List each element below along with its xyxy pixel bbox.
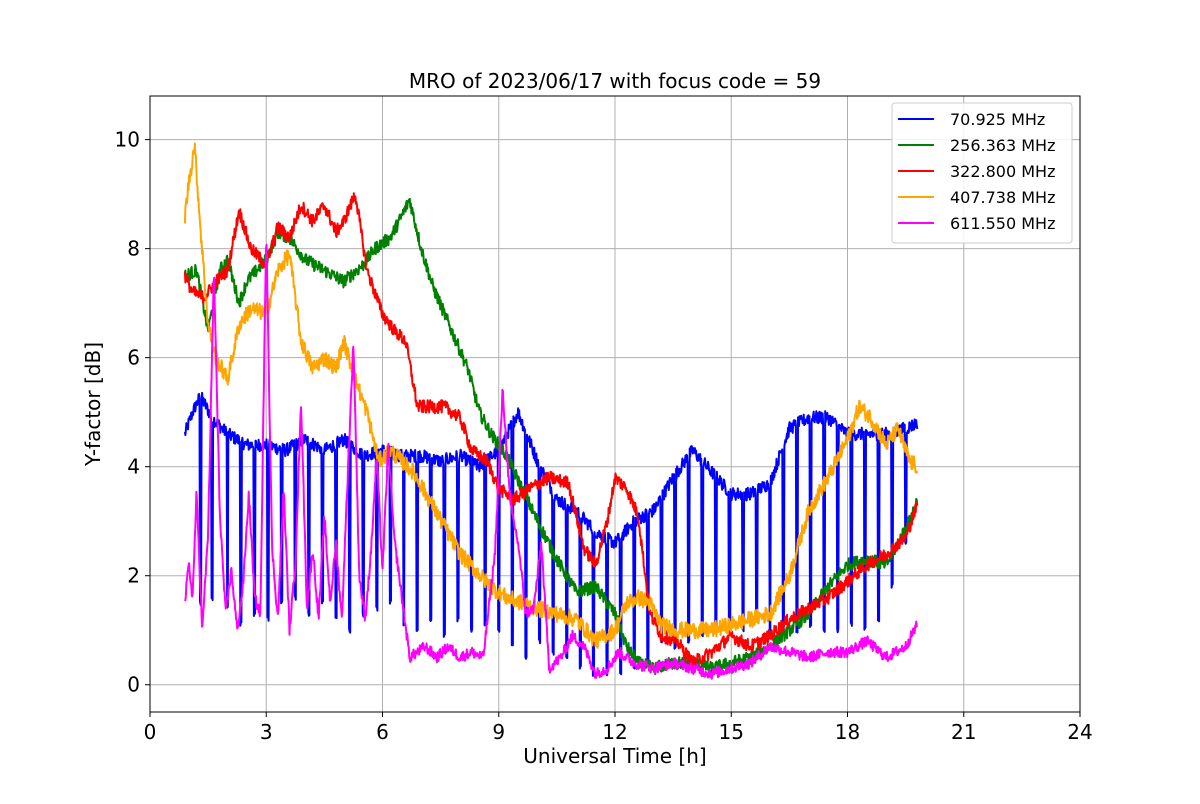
legend-entry: 70.925 MHz [950, 110, 1045, 129]
x-tick-label: 3 [260, 720, 273, 744]
legend-entry: 611.550 MHz [950, 214, 1055, 233]
legend-entry: 407.738 MHz [950, 188, 1055, 207]
series-line-3 [183, 192, 919, 670]
legend-entry: 322.800 MHz [950, 162, 1055, 181]
x-tick-label: 12 [602, 720, 627, 744]
x-tick-label: 21 [951, 720, 976, 744]
y-tick-label: 6 [127, 346, 140, 370]
x-tick-label: 9 [492, 720, 505, 744]
y-tick-label: 4 [127, 455, 140, 479]
legend-box [891, 102, 1073, 244]
y-axis-label: Y-factor [dB] [81, 342, 105, 467]
legend: 70.925 MHz 256.363 MHz 322.800 MHz 407.738 … [891, 102, 1073, 244]
y-tick-label: 0 [127, 673, 140, 697]
series-line-5 [184, 243, 919, 680]
x-tick-label: 6 [376, 720, 389, 744]
y-tick-label: 10 [115, 128, 140, 152]
x-tick-label: 24 [1067, 720, 1092, 744]
x-tick-label: 18 [835, 720, 860, 744]
y-tick-label: 8 [127, 237, 140, 261]
y-tick-label: 2 [127, 564, 140, 588]
series-group [183, 142, 919, 680]
legend-entry: 256.363 MHz [950, 136, 1055, 155]
x-axis-label: Universal Time [h] [523, 744, 706, 768]
x-tick-label: 15 [719, 720, 744, 744]
series-line-4 [183, 142, 919, 649]
x-tick-label: 0 [144, 720, 157, 744]
series-line-1 [183, 391, 919, 677]
chart-title: MRO of 2023/06/17 with focus code = 59 [409, 69, 821, 93]
